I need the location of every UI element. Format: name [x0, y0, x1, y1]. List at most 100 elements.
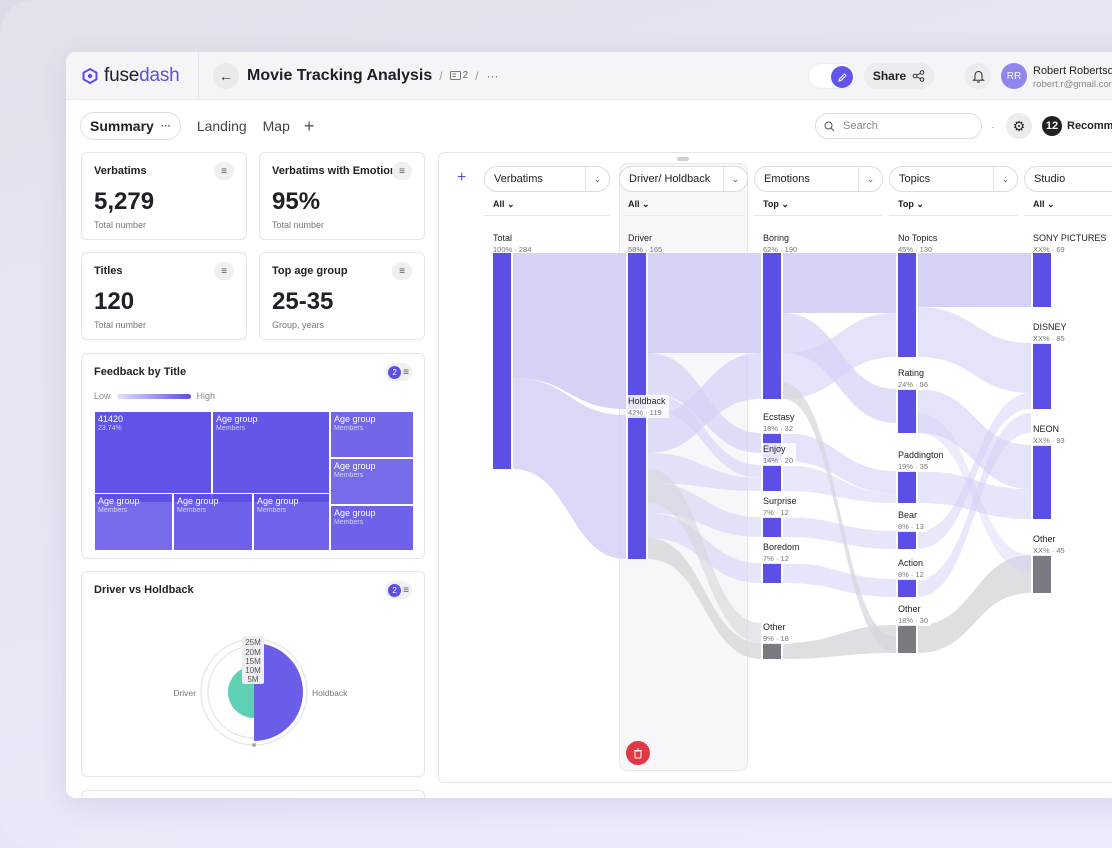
- filter-button[interactable]: 2 ≡: [385, 581, 412, 599]
- notifications-bell-icon[interactable]: [965, 63, 991, 89]
- search-input[interactable]: Search: [815, 113, 982, 139]
- treemap-cell[interactable]: Age group Members: [330, 411, 414, 458]
- sankey-link[interactable]: [918, 413, 1031, 597]
- back-button[interactable]: ←: [213, 62, 239, 89]
- filter-sliders-icon[interactable]: ≡: [214, 162, 234, 180]
- treemap-cell[interactable]: Age group Members: [212, 411, 330, 503]
- sankey-node[interactable]: [1033, 445, 1051, 519]
- drag-handle[interactable]: [677, 157, 689, 161]
- card-title: Driver vs Holdback: [94, 584, 194, 596]
- chevron-down-icon[interactable]: ⌄: [993, 167, 1017, 191]
- sankey-node[interactable]: [493, 253, 511, 469]
- filter-sliders-icon[interactable]: ≡: [214, 262, 234, 280]
- sankey-link[interactable]: [648, 353, 761, 453]
- chevron-down-icon[interactable]: ⌄: [723, 167, 747, 191]
- sankey-link[interactable]: [783, 625, 896, 659]
- sankey-link[interactable]: [783, 517, 896, 549]
- sankey-node[interactable]: [628, 253, 646, 409]
- sankey-node[interactable]: [1033, 555, 1051, 593]
- tab-map[interactable]: Map: [262, 118, 290, 134]
- sankey-link[interactable]: [918, 413, 1031, 573]
- sankey-node[interactable]: [1033, 343, 1051, 409]
- column-header-topics[interactable]: Topics ⌄: [889, 166, 1018, 192]
- settings-gear-icon[interactable]: ⚙: [1006, 113, 1032, 139]
- column-filter[interactable]: Top ⌄: [898, 199, 924, 209]
- app-window: fusedash ← Movie Tracking Analysis / 2 /…: [66, 52, 1112, 798]
- kpi-label: Top age group: [272, 265, 348, 277]
- tab-landing[interactable]: Landing: [196, 118, 247, 134]
- logo[interactable]: fusedash: [82, 65, 198, 87]
- sankey-link[interactable]: [783, 433, 896, 493]
- tab-summary[interactable]: Summary ···: [80, 112, 181, 140]
- sankey-node[interactable]: [898, 531, 916, 549]
- treemap-cell[interactable]: Age group Members: [94, 493, 173, 551]
- column-title: Emotions: [764, 173, 810, 185]
- delete-trash-icon[interactable]: [626, 741, 650, 765]
- cell-sub: Members: [334, 472, 364, 480]
- sankey-node[interactable]: [763, 465, 781, 491]
- column-header-driver-holdback[interactable]: Driver/ Holdback ⌄: [619, 166, 748, 192]
- sankey-link[interactable]: [783, 313, 896, 399]
- node-name: Total: [493, 233, 513, 243]
- sankey-node[interactable]: [898, 253, 916, 357]
- column-filter[interactable]: All ⌄: [1033, 199, 1055, 209]
- column-filter[interactable]: Top ⌄: [763, 199, 789, 209]
- filter-value: All: [1033, 199, 1045, 209]
- sankey-link[interactable]: [783, 383, 896, 653]
- sankey-link[interactable]: [648, 469, 761, 643]
- sankey-link[interactable]: [918, 555, 1031, 653]
- filter-sliders-icon[interactable]: ≡: [392, 162, 412, 180]
- sankey-node[interactable]: [763, 517, 781, 537]
- kpi-card-age-group[interactable]: Top age group ≡ 25-35 Group, years: [259, 252, 425, 340]
- sankey-link[interactable]: [918, 393, 1031, 549]
- kpi-card-titles[interactable]: Titles ≡ 120 Total number: [81, 252, 247, 340]
- sankey-node[interactable]: [898, 389, 916, 433]
- sankey-link[interactable]: [918, 389, 1031, 489]
- sankey-link[interactable]: [918, 253, 1031, 307]
- sankey-node[interactable]: [898, 579, 916, 597]
- sankey-node[interactable]: [898, 625, 916, 653]
- treemap-cell[interactable]: 41420 23.74%: [94, 411, 212, 503]
- sankey-link[interactable]: [918, 307, 1031, 393]
- sankey-link[interactable]: [513, 253, 626, 409]
- treemap-cell[interactable]: Age group Members: [253, 493, 330, 551]
- column-header-verbatims[interactable]: Verbatims ⌄: [484, 166, 610, 192]
- add-tab-button[interactable]: +: [303, 115, 315, 136]
- share-button[interactable]: Share: [864, 63, 934, 89]
- treemap-cell[interactable]: Age group Members: [330, 458, 414, 505]
- column-filter[interactable]: All ⌄: [628, 199, 650, 209]
- sankey-link[interactable]: [783, 253, 896, 313]
- sankey-node[interactable]: [628, 415, 646, 559]
- column-filter[interactable]: All ⌄: [493, 199, 515, 209]
- chevron-down-icon[interactable]: ⌄: [585, 167, 609, 191]
- filter-button[interactable]: 2 ≡: [385, 363, 412, 381]
- sankey-node[interactable]: [763, 253, 781, 399]
- column-header-studio[interactable]: Studio⌄: [1024, 166, 1112, 192]
- sankey-link[interactable]: [648, 253, 761, 353]
- sankey-link[interactable]: [513, 378, 626, 559]
- more-icon[interactable]: ···: [486, 68, 499, 83]
- more-icon[interactable]: ···: [160, 120, 171, 132]
- tick-label-bg: [242, 636, 264, 684]
- sankey-node[interactable]: [1033, 253, 1051, 307]
- sankey-link[interactable]: [648, 453, 761, 491]
- filter-sliders-icon[interactable]: ≡: [392, 262, 412, 280]
- kpi-card-verbatims[interactable]: Verbatims ≡ 5,279 Total number: [81, 152, 247, 240]
- sankey-node[interactable]: [763, 563, 781, 583]
- chevron-down-icon[interactable]: ⌄: [858, 167, 882, 191]
- treemap-cell[interactable]: Age group Members: [173, 493, 253, 551]
- sankey-link[interactable]: [783, 563, 896, 597]
- recommendations-button[interactable]: 12 Recommendations: [1042, 113, 1112, 139]
- sankey-link[interactable]: [648, 538, 761, 659]
- avatar[interactable]: RR: [1001, 63, 1027, 89]
- column-header-emotions[interactable]: Emotions ⌄: [754, 166, 883, 192]
- sankey-node[interactable]: [898, 471, 916, 503]
- add-column-button[interactable]: +: [457, 169, 467, 186]
- pages-indicator[interactable]: 2: [449, 70, 468, 81]
- kpi-card-emotions[interactable]: Verbatims with Emotions ≡ 95% Total numb…: [259, 152, 425, 240]
- sankey-node[interactable]: [763, 643, 781, 659]
- edit-mode-toggle[interactable]: [808, 63, 856, 89]
- sankey-link[interactable]: [918, 471, 1031, 519]
- sankey-link[interactable]: [783, 465, 896, 503]
- treemap-cell[interactable]: Age group Members: [330, 505, 414, 551]
